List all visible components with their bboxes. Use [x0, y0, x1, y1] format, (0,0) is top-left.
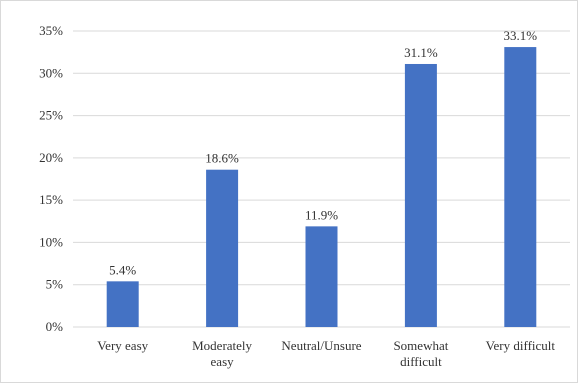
y-tick-label: 0%	[46, 319, 64, 334]
data-label: 5.4%	[109, 262, 136, 277]
bar	[305, 226, 338, 327]
data-label: 11.9%	[305, 207, 338, 222]
category-label-line: Very difficult	[486, 338, 556, 353]
category-label: Very difficult	[486, 338, 556, 353]
y-tick-label: 30%	[39, 65, 63, 80]
y-tick-label: 25%	[39, 108, 63, 123]
bar	[504, 47, 537, 327]
y-tick-label: 10%	[39, 234, 63, 249]
category-label-line: Somewhat	[393, 338, 448, 353]
y-tick-label: 20%	[39, 150, 63, 165]
category-label-line: Very easy	[97, 338, 148, 353]
category-label: Very easy	[97, 338, 148, 353]
bar	[404, 63, 437, 328]
bar	[106, 281, 139, 327]
data-label: 18.6%	[205, 151, 239, 166]
bar	[206, 169, 239, 327]
y-tick-label: 5%	[46, 277, 64, 292]
y-tick-label: 15%	[39, 192, 63, 207]
data-label: 33.1%	[504, 28, 538, 43]
category-label-line: easy	[211, 354, 235, 369]
data-label: 31.1%	[404, 45, 438, 60]
category-label: Neutral/Unsure	[281, 338, 361, 353]
category-label: Somewhat difficult	[393, 338, 448, 369]
y-tick-label: 35%	[39, 23, 63, 38]
category-label-line: Moderately	[192, 338, 252, 353]
category-label-line: difficult	[400, 354, 442, 369]
category-label: Moderately easy	[192, 338, 252, 369]
category-label-line: Neutral/Unsure	[281, 338, 361, 353]
